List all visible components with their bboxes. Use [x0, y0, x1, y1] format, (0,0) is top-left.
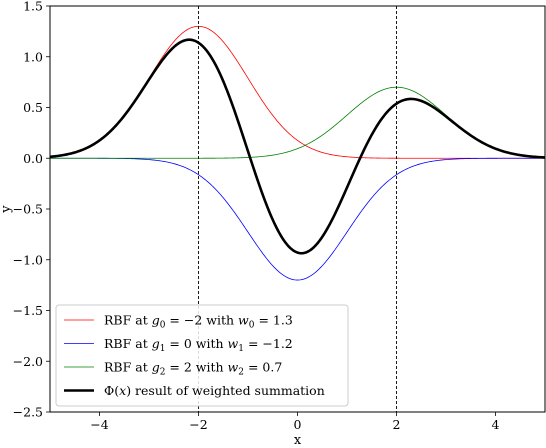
legend-entry-1: RBF at g1 = 0 with w1 = −1.2 [104, 336, 293, 354]
y-axis-label: y [0, 205, 14, 214]
y-tick-label: −0.5 [13, 202, 43, 217]
y-tick-label: 1.5 [23, 0, 43, 14]
y-tick-label: 0.0 [23, 151, 43, 166]
y-tick-label: −2.5 [13, 405, 43, 420]
legend-entry-3: Φ(x) result of weighted summation [104, 383, 325, 398]
y-tick-label: −2.0 [13, 354, 43, 369]
x-tick-label: 0 [294, 417, 302, 432]
legend-entry-0: RBF at g0 = −2 with w0 = 1.3 [104, 313, 293, 331]
legend-entry-2: RBF at g2 = 2 with w2 = 0.7 [104, 360, 282, 378]
y-tick-label: 1.0 [23, 49, 43, 64]
y-tick-label: −1.0 [13, 252, 43, 267]
x-tick-label: −2 [189, 417, 207, 432]
y-tick-label: −1.5 [13, 303, 43, 318]
x-tick-label: −4 [90, 417, 108, 432]
ticks-layer: −4 −2 0 2 4 −2.5 −2.0 −1.5 −1.0 −0.5 0.0 0.5 1.0 1.5 [13, 0, 500, 432]
series-line-1 [50, 157, 545, 281]
series-line-2 [50, 86, 546, 159]
x-tick-label: 2 [393, 417, 401, 432]
series-line-3 [49, 38, 546, 255]
y-tick-label: 0.5 [23, 100, 43, 115]
vertical-lines-layer [198, 6, 397, 412]
x-axis-label: x [294, 433, 302, 448]
legend: RBF at g0 = −2 with w0 = 1.3 RBF at g1 = … [55, 304, 349, 407]
legend-box [55, 304, 349, 407]
series-line-0 [49, 25, 545, 159]
x-tick-label: 4 [492, 417, 500, 432]
curves-layer [49, 25, 546, 281]
